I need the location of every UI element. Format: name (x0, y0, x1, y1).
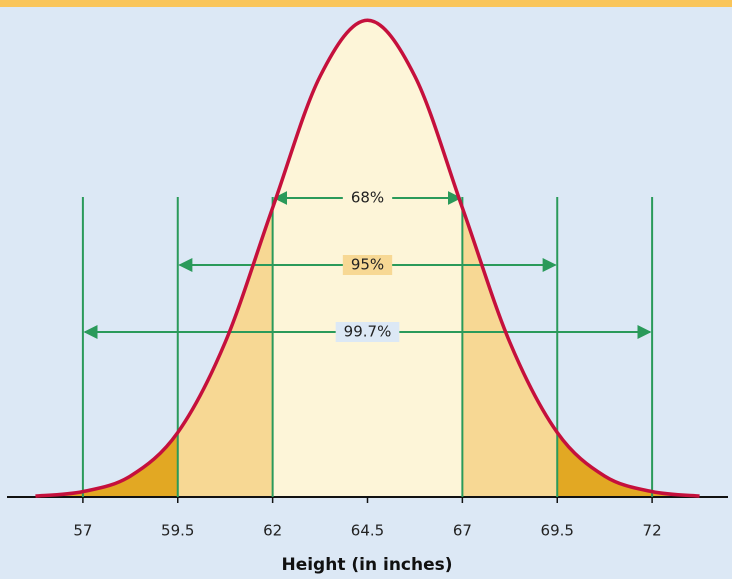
x-tick-label: 59.5 (161, 522, 194, 540)
x-tick-label: 64.5 (351, 522, 384, 540)
x-axis-label: Height (in inches) (281, 555, 452, 575)
interval-label: 68% (351, 189, 384, 207)
top-bar (0, 0, 732, 7)
interval-label-bg (342, 188, 393, 208)
x-tick-label: 69.5 (541, 522, 574, 540)
x-tick-label: 57 (73, 522, 92, 540)
x-tick-label: 72 (643, 522, 662, 540)
interval-label-bg (335, 322, 400, 342)
x-tick-label: 62 (263, 522, 282, 540)
x-tick-label: 67 (453, 522, 472, 540)
curve (35, 18, 700, 498)
interval-label: 99.7% (344, 323, 392, 341)
interval-label-bg (342, 255, 393, 275)
interval-label: 95% (351, 256, 384, 274)
